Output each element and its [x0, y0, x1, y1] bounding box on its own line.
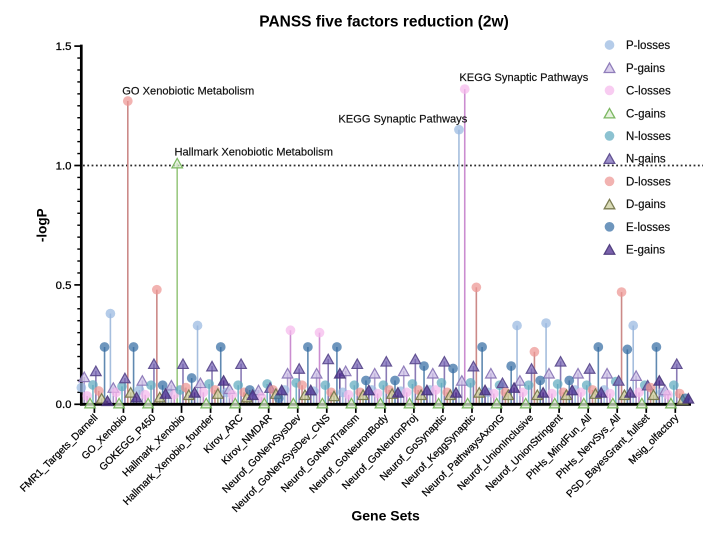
svg-text:E-losses: E-losses	[626, 222, 670, 234]
svg-text:-logP: -logP	[35, 208, 50, 242]
svg-text:0.0: 0.0	[56, 399, 72, 411]
svg-text:PANSS five factors reduction (: PANSS five factors reduction (2w)	[259, 13, 508, 30]
svg-text:C-losses: C-losses	[626, 86, 671, 98]
svg-text:P-losses: P-losses	[626, 40, 670, 52]
svg-text:KEGG Synaptic Pathways: KEGG Synaptic Pathways	[459, 72, 588, 84]
svg-text:N-gains: N-gains	[626, 154, 666, 166]
svg-text:KEGG Synaptic Pathways: KEGG Synaptic Pathways	[338, 114, 467, 126]
svg-text:C-gains: C-gains	[626, 108, 666, 120]
svg-text:D-gains: D-gains	[626, 199, 666, 211]
svg-text:P-gains: P-gains	[626, 63, 665, 75]
svg-text:0.5: 0.5	[56, 280, 72, 292]
svg-text:Hallmark Xenobiotic Metabolism: Hallmark Xenobiotic Metabolism	[175, 147, 333, 159]
svg-text:Gene Sets: Gene Sets	[351, 508, 420, 524]
svg-text:GO Xenobiotic Metabolism: GO Xenobiotic Metabolism	[122, 86, 254, 98]
svg-text:E-gains: E-gains	[626, 245, 665, 257]
svg-text:1.0: 1.0	[56, 160, 72, 172]
svg-text:D-losses: D-losses	[626, 176, 671, 188]
svg-text:N-losses: N-losses	[626, 131, 671, 143]
svg-text:1.5: 1.5	[56, 41, 72, 53]
